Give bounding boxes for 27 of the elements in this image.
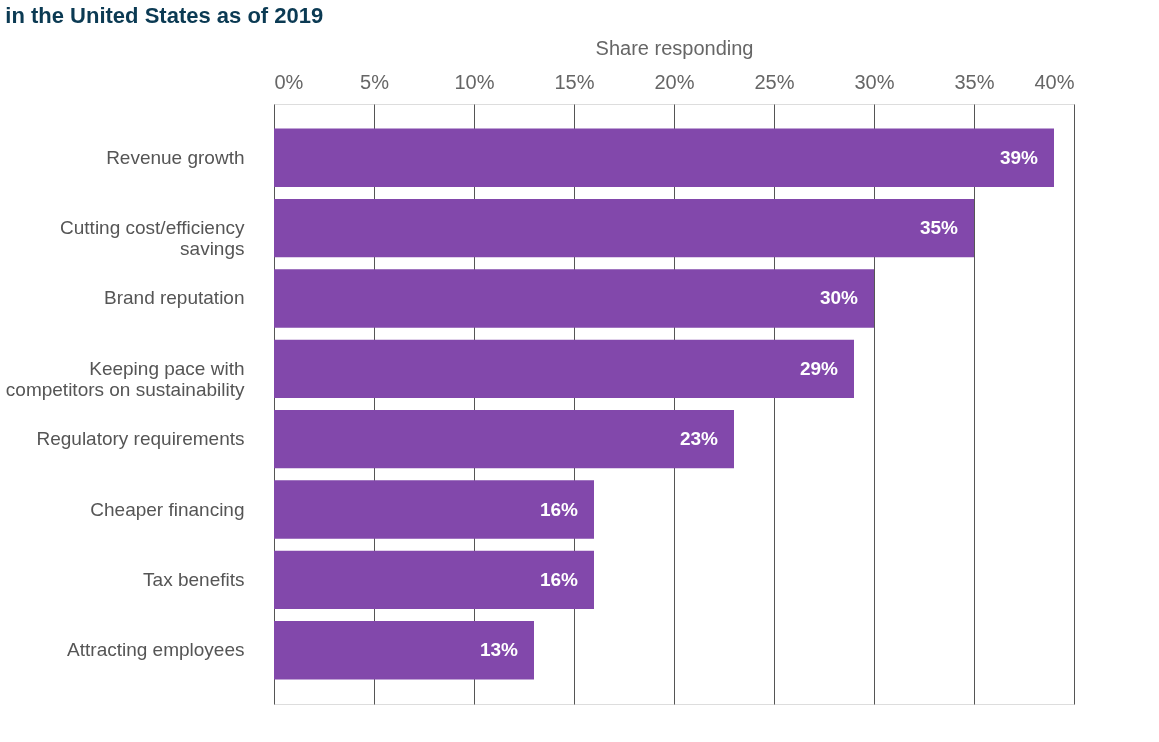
x-tick-label: 10%: [454, 70, 495, 93]
x-tick-label: 5%: [360, 70, 390, 93]
y-tick-label: Brand reputation: [104, 287, 245, 309]
data-label: 23%: [679, 428, 719, 450]
x-tick-label: 35%: [954, 70, 995, 93]
x-tick-label: 20%: [654, 70, 695, 93]
data-label: 29%: [799, 357, 839, 379]
y-tick-label: Cheaper financing: [90, 498, 245, 520]
data-label: 30%: [819, 287, 859, 309]
x-tick-label: 25%: [754, 70, 795, 93]
x-axis-title: Share responding: [595, 36, 754, 59]
y-tick-label: Cutting cost/efficiency savings: [60, 217, 245, 260]
data-label: 13%: [479, 639, 519, 661]
y-tick-label: Keeping pace with competitors on sustainability: [5, 357, 245, 400]
data-label: 35%: [919, 217, 959, 239]
y-tick-label: Attracting employees: [67, 639, 245, 661]
data-label: 16%: [539, 568, 579, 590]
x-tick-label: 30%: [854, 70, 895, 93]
x-tick-label: 40%: [1034, 70, 1075, 93]
data-label: 16%: [539, 498, 579, 520]
x-tick-label: 0%: [274, 70, 304, 93]
x-tick-label: 15%: [554, 70, 595, 93]
y-tick-label: Revenue growth: [106, 146, 245, 168]
data-label: 39%: [999, 146, 1039, 168]
y-tick-label: Tax benefits: [143, 568, 245, 590]
y-tick-label: Regulatory requirements: [36, 428, 245, 450]
chart-title: in the United States as of 2019: [5, 3, 324, 28]
